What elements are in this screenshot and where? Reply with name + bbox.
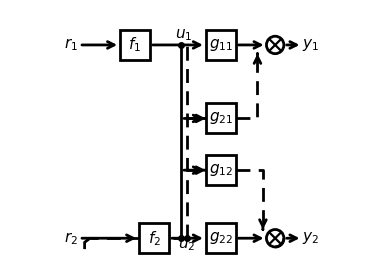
Bar [206,223,236,253]
Text: $g_{12}$: $g_{12}$ [209,162,233,178]
Bar [206,155,236,185]
Bar [139,223,169,253]
Text: $r_2$: $r_2$ [64,230,78,247]
Text: $u_2$: $u_2$ [178,237,195,253]
Text: $r_1$: $r_1$ [64,37,78,53]
Text: $y_2$: $y_2$ [302,230,319,246]
Text: $g_{22}$: $g_{22}$ [209,230,233,246]
Text: $u_1$: $u_1$ [175,28,193,43]
Circle shape [267,36,284,54]
Bar [206,103,236,133]
Circle shape [267,230,284,247]
Text: $y_1$: $y_1$ [302,37,319,53]
Bar [120,30,150,60]
Text: $g_{11}$: $g_{11}$ [209,37,233,53]
Text: $f_2$: $f_2$ [147,229,161,248]
Text: $f_1$: $f_1$ [128,35,142,54]
Text: $g_{21}$: $g_{21}$ [209,111,233,127]
Bar [206,30,236,60]
